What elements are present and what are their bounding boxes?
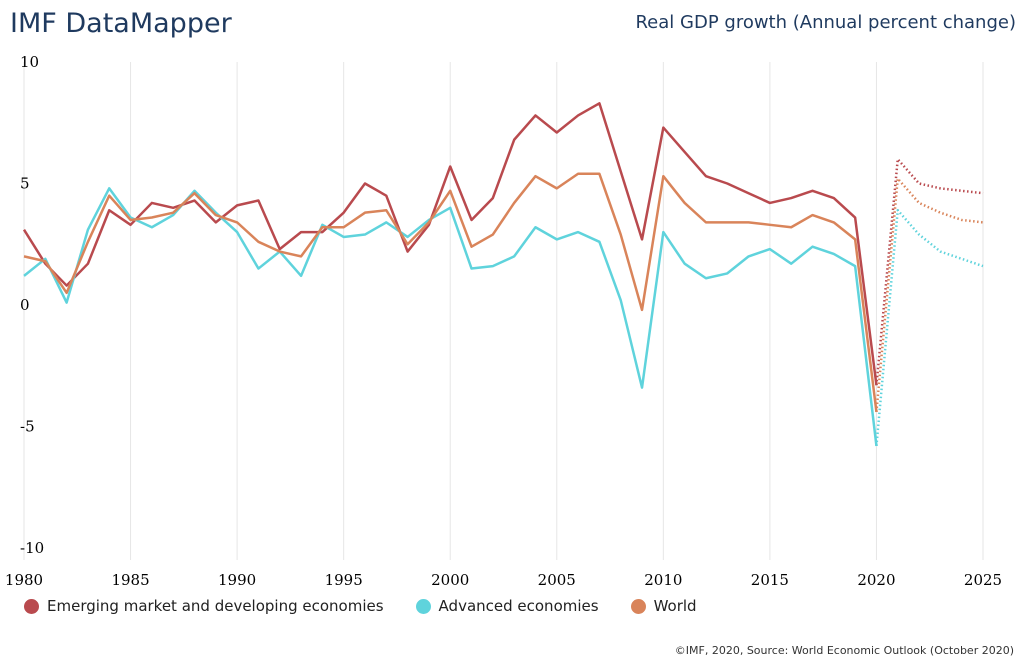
app-title: IMF DataMapper xyxy=(10,8,232,39)
legend-item-advanced[interactable]: Advanced economies xyxy=(415,597,599,615)
legend-dot-emerging xyxy=(24,598,39,614)
x-tick-label-2005: 2005 xyxy=(538,571,576,589)
series-layer xyxy=(22,102,984,447)
y-tick-label-neg5: -5 xyxy=(20,418,35,436)
legend: Emerging market and developing economies… xyxy=(24,597,697,615)
series-line-1 xyxy=(23,187,878,447)
legend-dot-world xyxy=(630,598,646,614)
x-tick-label-2010: 2010 xyxy=(644,571,682,589)
legend-item-world[interactable]: World xyxy=(630,597,697,615)
x-tick-label-1990: 1990 xyxy=(218,571,256,589)
x-tick-label-2025: 2025 xyxy=(964,571,1002,589)
series-forecast-line-2 xyxy=(875,177,984,413)
x-tick-label-1985: 1985 xyxy=(111,571,149,589)
series-line-2 xyxy=(23,172,878,413)
series-line-0 xyxy=(22,102,878,386)
legend-label-world: World xyxy=(653,597,697,615)
x-tick-label-2000: 2000 xyxy=(431,571,469,589)
chart-title: Real GDP growth (Annual percent change) xyxy=(635,12,1016,33)
x-tick-label-1995: 1995 xyxy=(325,571,363,589)
y-tick-label-neg10: -10 xyxy=(20,539,44,557)
legend-item-emerging[interactable]: Emerging market and developing economies xyxy=(24,597,384,615)
x-tick-label-2015: 2015 xyxy=(751,571,789,589)
series-forecast-line-1 xyxy=(875,208,984,447)
source-credit: ©IMF, 2020, Source: World Economic Outlo… xyxy=(674,644,1014,657)
y-tick-label-10: 10 xyxy=(20,53,39,71)
x-tick-label-1980: 1980 xyxy=(5,571,43,589)
legend-label-emerging: Emerging market and developing economies xyxy=(47,597,384,615)
grid-layer xyxy=(23,62,984,560)
y-tick-label-5: 5 xyxy=(20,175,30,193)
series-forecast-line-0 xyxy=(875,157,984,386)
legend-label-advanced: Advanced economies xyxy=(438,597,599,615)
legend-dot-advanced xyxy=(415,598,431,614)
y-tick-label-0: 0 xyxy=(20,296,30,314)
axis-layer: 1980 1985 1990 1995 2000 2005 2010 2015 2020 2025… xyxy=(5,53,1002,589)
x-tick-label-2020: 2020 xyxy=(857,571,895,589)
